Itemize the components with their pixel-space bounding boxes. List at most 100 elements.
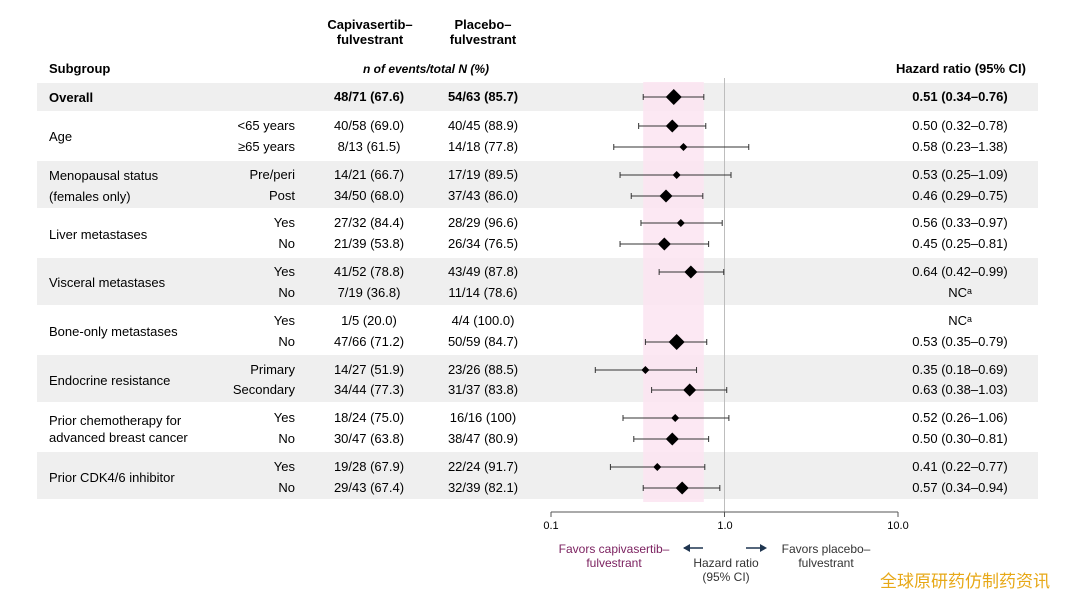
hazard-ratio-value: NCᵃ [948, 313, 972, 328]
group-label-liver: Liver metastases [49, 227, 148, 242]
hazard-ratio-header: Hazard ratio (95% CI) [895, 61, 1026, 76]
placebo-events-cell: 28/29 (96.6) [447, 215, 519, 230]
band-overall [37, 83, 1038, 112]
capivasertib-events-cell: 8/13 (61.5) [337, 139, 401, 154]
axis-tick-label: 10.0 [887, 520, 909, 532]
hazard-ratio-marker [653, 463, 662, 471]
placebo-events-cell: 50/59 (84.7) [447, 334, 519, 349]
group-label-cdk46: Prior CDK4/6 inhibitor [49, 470, 175, 485]
hazard-ratio-value: 0.45 (0.25–0.81) [912, 236, 1008, 251]
favors-left-arrowhead [683, 544, 690, 552]
axis-tick-label: 0.1 [543, 520, 559, 532]
capivasertib-events-cell: 14/21 (66.7) [333, 167, 405, 182]
hazard-ratio-marker [683, 383, 697, 397]
subgroup-level-label: <65 years [237, 118, 295, 133]
group-label-bone: Bone-only metastases [49, 324, 178, 339]
hazard-ratio-value: 0.64 (0.42–0.99) [912, 264, 1008, 279]
hazard-ratio-value: 0.53 (0.35–0.79) [912, 334, 1008, 349]
favors-right-arrowhead [760, 544, 767, 552]
axis-tick-label: 1.0 [717, 520, 733, 532]
placebo-events-cell: 14/18 (77.8) [447, 139, 519, 154]
subgroup-level-label: No [278, 334, 295, 349]
hazard-ratio-value: 0.35 (0.18–0.69) [912, 362, 1008, 377]
hazard-ratio-value: 0.53 (0.25–1.09) [912, 167, 1008, 182]
placebo-events-cell: 54/63 (85.7) [447, 89, 519, 104]
placebo-events-cell: 43/49 (87.8) [447, 264, 519, 279]
capivasertib-events-cell: 48/71 (67.6) [333, 89, 405, 104]
capivasertib-events-cell: 34/50 (68.0) [333, 188, 405, 203]
subgroup-level-label: Pre/peri [249, 167, 295, 182]
subgroup-level-label: Post [268, 188, 295, 203]
subgroup-level-label: Yes [273, 215, 295, 230]
subgroup-level-label: Secondary [232, 382, 295, 397]
hazard-ratio-value: 0.46 (0.29–0.75) [912, 188, 1008, 203]
separator-line [37, 450, 1038, 452]
placebo-events-cell: 38/47 (80.9) [447, 431, 519, 446]
favors-right-line1: Favors placebo– [781, 542, 871, 556]
capi-header: Capivasertib– fulvestrant [327, 17, 412, 47]
placebo-events-cell: 17/19 (89.5) [447, 167, 519, 182]
hazard-ratio-marker [675, 481, 689, 495]
subgroup-level-label: Yes [273, 459, 295, 474]
capivasertib-events-cell: 41/52 (78.8) [333, 264, 405, 279]
group-label-endocrine: Endocrine resistance [49, 373, 171, 388]
hazard-ratio-marker [657, 237, 671, 251]
axis-title: Hazard ratio (95% CI) [693, 556, 758, 584]
separator-line [37, 353, 1038, 355]
hazard-ratio-marker [668, 334, 685, 350]
hazard-ratio-value: 0.51 (0.34–0.76) [912, 89, 1008, 104]
capivasertib-events-cell: 29/43 (67.4) [333, 480, 405, 495]
subgroup-level-label: Yes [273, 264, 295, 279]
favors-capivasertib-label: Favors capivasertib– fulvestrant [559, 542, 670, 570]
placebo-header-line1: Placebo– [454, 17, 512, 32]
axis-title-line1: Hazard ratio [693, 556, 759, 570]
group-label-age: Age [49, 129, 73, 144]
placebo-events-cell: 40/45 (88.9) [447, 118, 519, 133]
placebo-events-cell: 31/37 (83.8) [447, 382, 519, 397]
overall-ci-shading [643, 82, 704, 502]
hazard-ratio-value: 0.50 (0.30–0.81) [912, 431, 1008, 446]
placebo-events-cell: 16/16 (100) [449, 410, 517, 425]
hazard-ratio-marker [659, 189, 673, 203]
hazard-ratio-marker [665, 89, 682, 105]
placebo-events-cell: 32/39 (82.1) [447, 480, 519, 495]
placebo-header-line2: fulvestrant [449, 32, 517, 47]
hazard-ratio-marker [671, 414, 680, 422]
capivasertib-events-cell: 18/24 (75.0) [333, 410, 405, 425]
favors-right-line2: fulvestrant [798, 556, 854, 570]
hazard-ratio-marker [676, 219, 685, 227]
capivasertib-events-cell: 34/44 (77.3) [333, 382, 405, 397]
subgroup-level-label: Yes [273, 313, 295, 328]
watermark: 全球原研药仿制药资讯 [880, 572, 1050, 591]
group-label-chemo-line2: advanced breast cancer [49, 430, 188, 445]
placebo-events-cell: 23/26 (88.5) [447, 362, 519, 377]
hazard-ratio-value: 0.56 (0.33–0.97) [912, 215, 1008, 230]
placebo-events-cell: 26/34 (76.5) [447, 236, 519, 251]
hazard-ratio-marker [641, 366, 650, 374]
separator-line [37, 402, 1038, 404]
subgroup-level-label: No [278, 285, 295, 300]
hazard-ratio-value: NCᵃ [948, 285, 972, 300]
separator-line [37, 208, 1038, 210]
group-label-menopausal-line2: (females only) [49, 189, 131, 204]
band-visceral [37, 257, 1038, 305]
hazard-ratio-value: 0.58 (0.23–1.38) [912, 139, 1008, 154]
capivasertib-events-cell: 47/66 (71.2) [333, 334, 405, 349]
band-cdk46 [37, 451, 1038, 499]
capivasertib-events-cell: 21/39 (53.8) [333, 236, 405, 251]
separator-line [37, 111, 1038, 113]
capivasertib-events-cell: 40/58 (69.0) [333, 118, 405, 133]
capivasertib-events-cell: 14/27 (51.9) [333, 362, 405, 377]
capivasertib-events-cell: 27/32 (84.4) [333, 215, 405, 230]
hazard-ratio-value: 0.57 (0.34–0.94) [912, 480, 1008, 495]
separator-line [37, 159, 1038, 161]
placebo-events-cell: 37/43 (86.0) [447, 188, 519, 203]
favors-left-line2: fulvestrant [586, 556, 642, 570]
events-header: n of events/total N (%) [362, 62, 490, 76]
placebo-header: Placebo– fulvestrant [450, 17, 516, 47]
placebo-events-cell: 11/14 (78.6) [448, 285, 518, 300]
hazard-ratio-value: 0.52 (0.26–1.06) [912, 410, 1008, 425]
band-endocrine [37, 354, 1038, 402]
hazard-ratio-value: 0.63 (0.38–1.03) [912, 382, 1008, 397]
